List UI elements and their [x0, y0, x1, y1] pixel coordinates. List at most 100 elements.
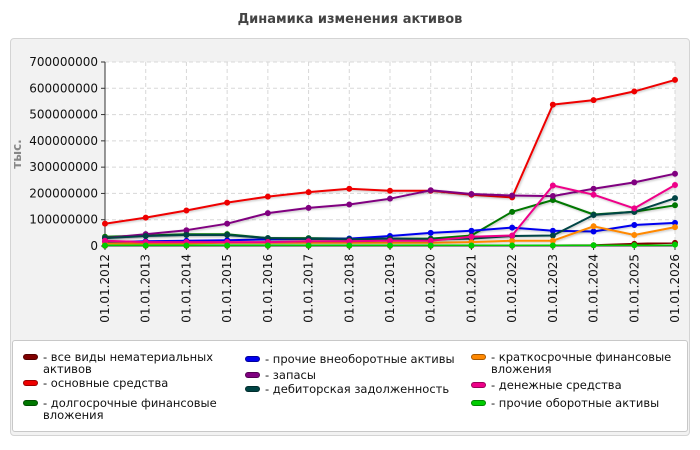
legend-swatch	[23, 354, 38, 360]
y-tick-label: 600000000	[29, 81, 98, 95]
y-tick-labels: 0 100000000 200000000 300000000 400000000 500…	[29, 55, 98, 253]
legend-label: - денежные средства	[491, 378, 622, 392]
data-point	[427, 242, 434, 249]
data-point	[305, 204, 312, 211]
legend-swatch	[471, 400, 486, 406]
data-point	[264, 210, 271, 217]
data-point	[590, 223, 597, 230]
data-point	[549, 182, 556, 189]
data-point	[387, 187, 393, 194]
y-tick-label: 200000000	[29, 186, 98, 200]
data-point	[672, 76, 678, 83]
data-point	[183, 242, 190, 249]
legend-item[interactable]: - прочие оборотные активы	[471, 397, 686, 409]
data-point	[142, 233, 149, 240]
data-point	[224, 220, 231, 227]
legend-swatch	[245, 372, 260, 378]
legend-item[interactable]: - прочие внеоборотные активы	[245, 353, 460, 365]
data-point	[590, 185, 597, 192]
data-point	[590, 242, 597, 249]
data-point	[549, 193, 556, 200]
legend-swatch	[471, 354, 486, 360]
data-point	[549, 242, 556, 249]
data-point	[590, 228, 597, 235]
data-point	[142, 242, 149, 249]
x-tick-label: 01.01.2025	[627, 254, 641, 323]
legend-item[interactable]: - долгосрочные финансовые вложения	[23, 397, 238, 421]
legend-label: - краткосрочные финансовые вложения	[491, 350, 672, 376]
legend-label: - прочие оборотные активы	[491, 396, 660, 410]
legend-item[interactable]: - денежные средства	[471, 379, 686, 391]
legend-label: - долгосрочные финансовые вложения	[43, 396, 217, 422]
data-point	[346, 201, 353, 208]
legend-label: - все виды нематериальных активов	[43, 350, 214, 376]
data-point	[224, 242, 231, 249]
x-tick-label: 01.01.2014	[179, 254, 193, 323]
y-tick-label: 100000000	[29, 213, 98, 227]
legend-label: - основные средства	[43, 376, 169, 390]
data-point	[427, 187, 434, 194]
legend-item[interactable]: - дебиторская задолженность	[245, 383, 460, 395]
data-point	[468, 227, 475, 234]
data-point	[631, 242, 638, 249]
x-tick-label: 01.01.2017	[302, 254, 316, 323]
legend-label: - прочие внеоборотные активы	[265, 352, 455, 366]
data-point	[346, 242, 353, 249]
x-tick-label: 01.01.2016	[261, 254, 275, 323]
x-tick-label: 01.01.2023	[546, 254, 560, 323]
legend-item[interactable]: - основные средства	[23, 377, 238, 389]
data-point	[427, 229, 434, 236]
legend-label: - дебиторская задолженность	[265, 382, 450, 396]
legend-label: - запасы	[265, 368, 316, 382]
grid-lines	[105, 61, 676, 246]
x-tick-labels: 01.01.2012 01.01.2013 01.01.2014 01.01.2015…	[98, 254, 682, 323]
data-point	[672, 170, 678, 177]
data-point	[590, 211, 597, 218]
x-tick-label: 01.01.2024	[587, 254, 601, 323]
x-tick-label: 01.01.2020	[424, 254, 438, 323]
data-point	[672, 182, 678, 189]
data-point	[631, 221, 638, 228]
data-point	[224, 199, 231, 206]
data-point	[631, 179, 638, 186]
chart-title: Динамика изменения активов	[237, 12, 463, 27]
legend-item[interactable]: - краткосрочные финансовые вложения	[471, 351, 686, 375]
data-point	[468, 233, 475, 240]
data-point	[509, 192, 516, 199]
y-tick-label: 500000000	[29, 108, 98, 122]
data-point	[387, 242, 393, 249]
legend-item[interactable]: - запасы	[245, 369, 460, 381]
data-point	[549, 232, 556, 239]
data-point	[672, 241, 678, 248]
series-8	[102, 241, 678, 249]
data-point	[224, 231, 231, 238]
legend-swatch	[245, 356, 260, 362]
data-point	[183, 207, 190, 214]
data-point	[590, 191, 597, 198]
data-point	[631, 88, 638, 95]
data-point	[509, 208, 516, 215]
legend-swatch	[23, 400, 38, 406]
data-point	[672, 195, 678, 202]
data-point	[672, 224, 678, 231]
data-point	[346, 185, 353, 192]
data-point	[264, 242, 271, 249]
y-tick-label: 0	[90, 239, 98, 253]
legend-swatch	[245, 386, 260, 392]
data-point	[468, 242, 475, 249]
data-point	[183, 231, 190, 238]
data-point	[509, 232, 516, 239]
legend: - все виды нематериальных активов - основ…	[12, 340, 688, 432]
y-tick-label: 400000000	[29, 134, 98, 148]
legend-item[interactable]: - все виды нематериальных активов	[23, 351, 238, 375]
legend-swatch	[23, 380, 38, 386]
data-point	[142, 214, 149, 221]
data-point	[264, 193, 271, 200]
y-tick-label: 700000000	[29, 55, 98, 69]
x-tick-label: 01.01.2026	[668, 254, 682, 323]
data-point	[509, 242, 516, 249]
data-point	[102, 242, 108, 249]
data-point	[590, 97, 597, 104]
data-point	[305, 189, 312, 196]
data-point	[549, 101, 556, 108]
